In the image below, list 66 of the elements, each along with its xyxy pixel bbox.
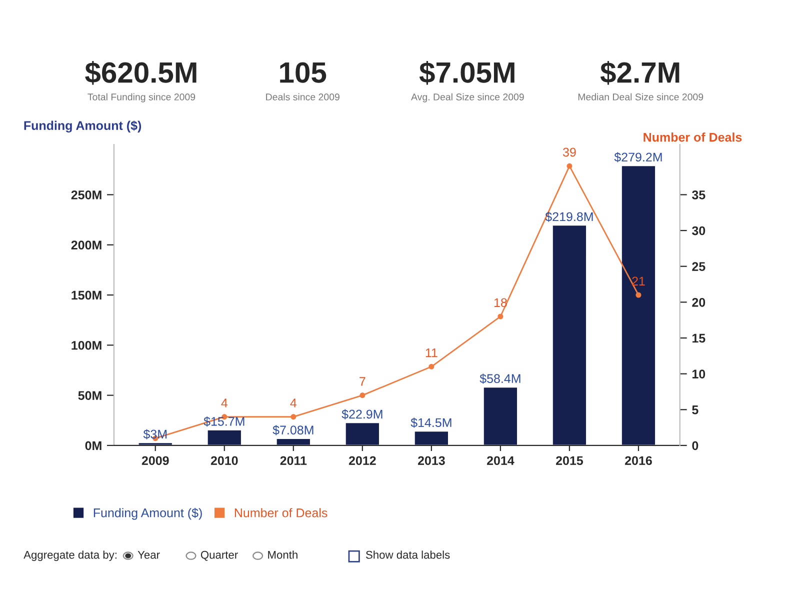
text: Month (268, 550, 298, 559)
y2-axis-title: Number of Deals (644, 132, 742, 142)
y2-tick-label: 15 (692, 334, 706, 343)
x-tick-label: 2010 (210, 456, 238, 466)
x-tick-label: 2013 (418, 456, 445, 466)
text: Year (138, 551, 160, 559)
bar (620, 164, 656, 446)
point (290, 414, 296, 420)
text: Total Funding since 2009 (88, 93, 196, 102)
point (360, 392, 366, 398)
text: $7.05M (419, 60, 514, 85)
bar (413, 430, 450, 446)
text: Median Deal Size since 2009 (578, 93, 704, 100)
data-label: 18 (494, 298, 507, 308)
bar (344, 422, 380, 446)
x-tick-label: 2015 (556, 456, 584, 466)
data-label: $7.08M (272, 425, 314, 436)
legend-label: Funding Amount ($) (94, 508, 202, 520)
text: Show data labels (366, 550, 450, 559)
data-label: $22.9M (342, 409, 382, 420)
point (428, 364, 434, 370)
x-tick-label: 2016 (625, 456, 652, 466)
data-label: 7 (360, 377, 366, 386)
data-label: $279.2M (614, 152, 662, 162)
y-tick-label: 150M (72, 290, 102, 300)
text: $2.7M (600, 60, 680, 85)
bar (552, 224, 588, 446)
y2-tick-label: 5 (692, 406, 698, 414)
data-label: $3M (143, 429, 167, 440)
bar (482, 386, 518, 446)
y-tick-label: 50M (78, 391, 102, 400)
point (636, 292, 642, 298)
data-label: $58.4M (480, 374, 520, 384)
data-label: 39 (562, 148, 576, 157)
text: Deals since 2009 (266, 93, 340, 100)
data-label: 4 (290, 398, 297, 408)
y2-tick-label: 25 (692, 262, 706, 271)
y-tick-label: 0M (85, 441, 102, 450)
text: Avg. Deal Size since 2009 (411, 93, 524, 102)
x-tick-label: 2009 (142, 456, 169, 466)
y2-tick-label: 20 (692, 298, 706, 307)
y-tick-label: 200M (71, 240, 102, 250)
bar (137, 442, 174, 446)
point (498, 314, 504, 320)
y2-tick-label: 10 (692, 370, 706, 378)
point (566, 163, 572, 169)
y-tick-label: 100M (72, 340, 102, 350)
text: Quarter (200, 550, 238, 561)
text: Aggregate data by: (24, 550, 116, 561)
x-tick-label: 2011 (280, 456, 307, 466)
legend-label: Number of Deals (234, 508, 328, 518)
data-label: 4 (221, 398, 228, 408)
y-tick-label: 250M (71, 190, 102, 200)
y2-tick-label: 30 (692, 226, 706, 236)
bar (275, 438, 312, 446)
data-label: $14.5M (410, 418, 452, 428)
data-label: 21 (632, 276, 645, 286)
data-label: 11 (426, 348, 438, 358)
x-tick-label: 2012 (348, 456, 376, 466)
y2-tick-label: 35 (692, 190, 706, 200)
text: $620.5M (85, 60, 196, 85)
x-tick-label: 2014 (486, 456, 514, 466)
y-axis-title: Funding Amount ($) (24, 120, 142, 133)
bar (206, 429, 242, 446)
y2-tick-label: 0 (692, 441, 698, 450)
text: 105 (280, 62, 326, 83)
